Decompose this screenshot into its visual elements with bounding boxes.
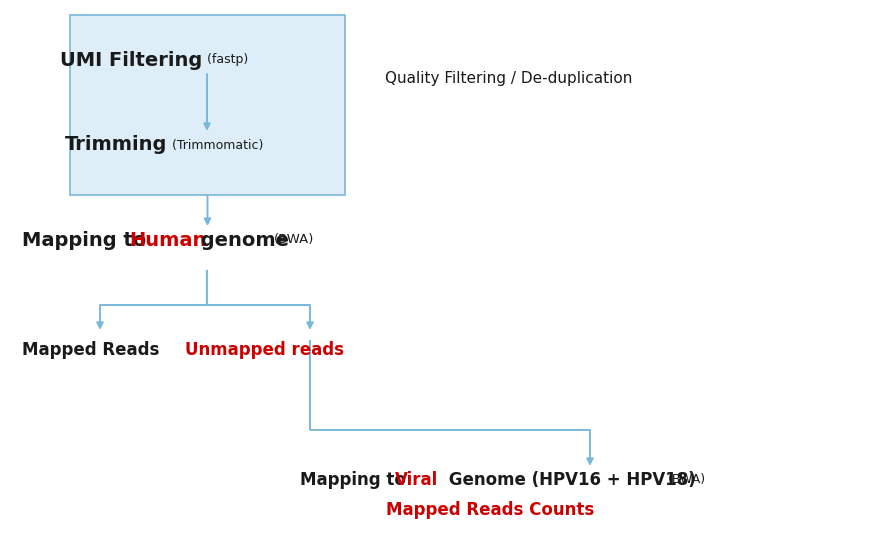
Text: (BWA): (BWA) (667, 473, 705, 487)
Text: Trimming: Trimming (65, 135, 167, 154)
Text: genome: genome (194, 231, 295, 249)
Text: (fastp): (fastp) (203, 54, 248, 66)
Text: UMI Filtering: UMI Filtering (60, 50, 202, 70)
Text: Mapping to: Mapping to (22, 231, 153, 249)
Text: (BWA): (BWA) (274, 233, 314, 247)
Text: Unmapped reads: Unmapped reads (184, 341, 343, 359)
Text: Mapping to: Mapping to (299, 471, 411, 489)
Text: Mapped Reads: Mapped Reads (22, 341, 159, 359)
Text: Mapped Reads Counts: Mapped Reads Counts (385, 501, 594, 519)
Text: (Trimmomatic): (Trimmomatic) (168, 138, 263, 152)
Text: Quality Filtering / De-duplication: Quality Filtering / De-duplication (385, 70, 631, 86)
Text: Human: Human (129, 231, 206, 249)
Text: Viral: Viral (394, 471, 438, 489)
Text: Genome (HPV16 + HPV18): Genome (HPV16 + HPV18) (443, 471, 701, 489)
Bar (70, 15, 344, 195)
